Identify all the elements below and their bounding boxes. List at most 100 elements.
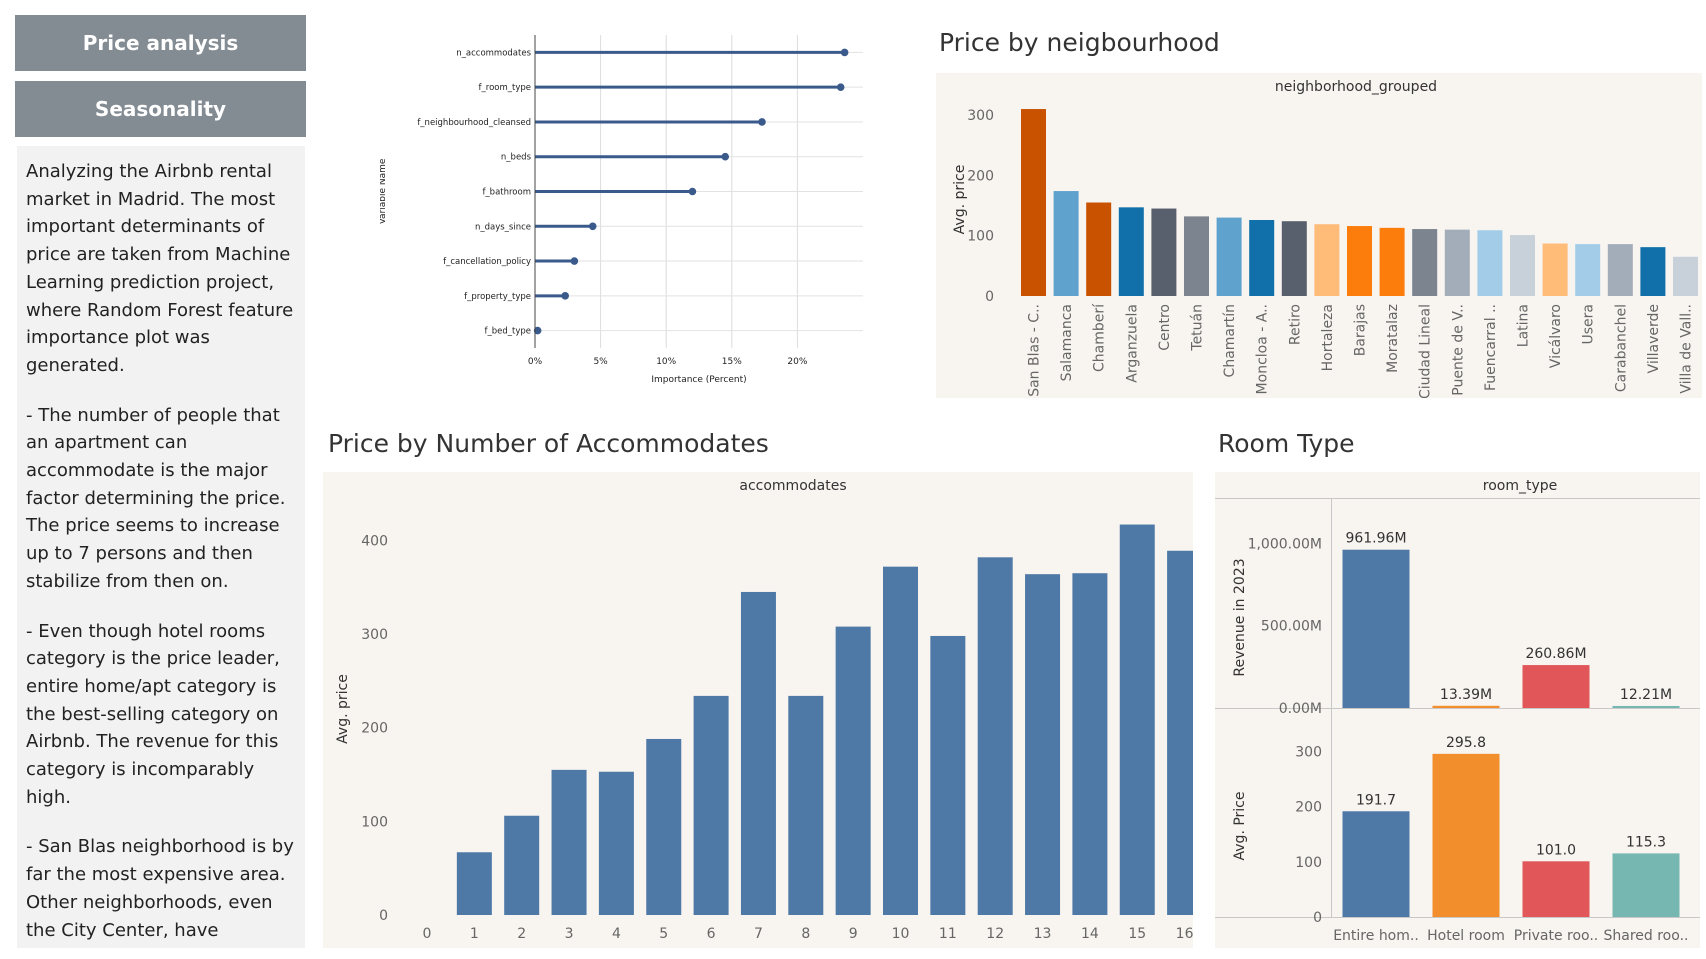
y-tick-label: 0 <box>1313 910 1322 926</box>
y-axis-title: Avg. Price <box>1232 792 1248 861</box>
lollipop-point <box>840 48 849 57</box>
y-tick-label: f_cancellation_policy <box>443 257 531 267</box>
x-tick-label: Arganzuela <box>1124 304 1140 383</box>
bar <box>1281 221 1307 296</box>
y-tick-label: 200 <box>967 168 994 184</box>
description-panel: Analyzing the Airbnb rental market in Ma… <box>17 146 305 948</box>
neighbourhood-price-chart: neighborhood_grouped 0 100 200 300 Avg. price… <box>936 73 1702 398</box>
bar <box>835 626 871 915</box>
x-tick-label: Villaverde <box>1646 304 1662 373</box>
x-tick-label: 5 <box>659 926 668 942</box>
bar <box>1607 244 1633 296</box>
bar <box>788 695 824 915</box>
data-label: 191.7 <box>1356 792 1396 808</box>
data-label: 101.0 <box>1536 842 1576 858</box>
x-tick-label: 13 <box>1034 926 1052 942</box>
bar <box>1216 217 1242 296</box>
y-tick-label: 100 <box>361 814 388 830</box>
y-tick-label: n_accommodates <box>456 48 531 58</box>
y-tick-label: 300 <box>1295 745 1322 761</box>
bar <box>1314 224 1340 296</box>
x-tick-label: 7 <box>754 926 763 942</box>
lollipop-point <box>758 118 766 126</box>
description-paragraph: - The number of people that an apartment… <box>26 404 286 592</box>
price-analysis-button[interactable]: Price analysis <box>15 15 306 71</box>
x-tick-label: Shared roo.. <box>1604 928 1689 944</box>
bar <box>1086 202 1112 296</box>
x-tick-label: Barajas <box>1353 304 1369 356</box>
bar <box>1342 811 1410 917</box>
x-tick-label: 15% <box>722 357 742 367</box>
bar <box>1432 753 1500 917</box>
x-tick-label: 8 <box>801 926 810 942</box>
y-tick-label: 300 <box>967 108 994 124</box>
y-tick-label: 300 <box>361 627 388 643</box>
x-tick-label: Fuencarral .. <box>1483 304 1499 391</box>
x-tick-label: 20% <box>787 357 807 367</box>
x-tick-label: Tetuán <box>1190 304 1206 352</box>
x-tick-label: 16 <box>1176 926 1193 942</box>
y-tick-label: f_bed_type <box>484 327 531 337</box>
seasonality-button[interactable]: Seasonality <box>15 81 306 137</box>
axis-divider <box>1215 917 1700 918</box>
x-tick-label: Chamartín <box>1222 304 1238 377</box>
x-tick-label: Centro <box>1157 304 1173 351</box>
y-axis-title: Variable Name <box>380 158 388 224</box>
data-label: 13.39M <box>1440 687 1492 703</box>
data-label: 115.3 <box>1626 834 1666 850</box>
bar <box>1151 208 1177 296</box>
y-tick-label: n_days_since <box>475 222 531 232</box>
x-tick-label: Puente de V.. <box>1450 304 1466 396</box>
bar <box>1673 256 1698 296</box>
x-tick-label: 11 <box>939 926 957 942</box>
x-tick-label: Entire hom.. <box>1333 928 1419 944</box>
y-tick-label: f_room_type <box>479 83 531 93</box>
bar <box>883 566 918 915</box>
room-type-chart-title: Room Type <box>1218 429 1355 458</box>
y-tick-label: 100 <box>1295 855 1322 871</box>
x-tick-label: 6 <box>707 926 716 942</box>
lollipop-point <box>836 83 845 91</box>
y-tick-label: 1,000.00M <box>1248 536 1322 552</box>
x-tick-label: Vicálvaro <box>1548 304 1564 368</box>
lollipop-point <box>570 257 579 265</box>
x-tick-label: Latina <box>1516 304 1532 347</box>
bar <box>1432 705 1500 708</box>
feature-importance-chart: 0% 5% 10% 15% 20% n_accommodates f_room_type f_… <box>380 35 863 385</box>
bar <box>930 635 966 915</box>
x-tick-label: 9 <box>849 926 858 942</box>
header-divider <box>1215 498 1700 499</box>
y-axis-title: Avg. price <box>952 165 968 235</box>
bar <box>1477 230 1503 296</box>
neighbourhood-chart-title: Price by neigbourhood <box>939 28 1220 57</box>
bar <box>1167 550 1193 915</box>
bar <box>1522 665 1590 708</box>
y-tick-label: 0 <box>985 289 994 305</box>
bar <box>1347 226 1372 296</box>
bar <box>1412 229 1438 296</box>
bar <box>598 771 634 915</box>
x-tick-label: 10 <box>892 926 910 942</box>
bar <box>1072 573 1108 915</box>
bar <box>1119 524 1155 915</box>
x-tick-label: Moncloa - A.. <box>1255 304 1271 394</box>
bar <box>1542 243 1568 296</box>
bar <box>1640 247 1666 296</box>
x-tick-label: 14 <box>1081 926 1099 942</box>
x-tick-label: Moratalaz <box>1385 304 1401 373</box>
bar <box>504 815 540 915</box>
bar <box>1184 216 1209 296</box>
bar <box>1575 244 1601 296</box>
y-tick-label: n_beds <box>501 153 532 163</box>
bar <box>693 695 729 915</box>
description-paragraph: - San Blas neighborhood is by far the mo… <box>26 836 294 948</box>
y-tick-label: 500.00M <box>1261 619 1322 635</box>
chart-header: room_type <box>1483 478 1558 494</box>
x-tick-label: 3 <box>565 926 574 942</box>
bar <box>456 852 492 915</box>
bar <box>1053 191 1079 296</box>
y-tick-label: 400 <box>361 533 388 549</box>
data-label: 295.8 <box>1446 735 1486 751</box>
